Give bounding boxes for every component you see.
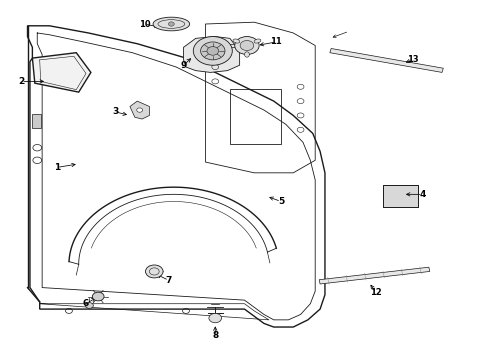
Circle shape bbox=[145, 265, 163, 278]
Text: 4: 4 bbox=[418, 190, 425, 199]
Text: 13: 13 bbox=[406, 55, 418, 64]
Circle shape bbox=[234, 37, 259, 54]
Circle shape bbox=[92, 292, 104, 301]
Circle shape bbox=[200, 42, 224, 60]
Text: 12: 12 bbox=[369, 288, 381, 297]
Circle shape bbox=[85, 303, 93, 309]
Ellipse shape bbox=[254, 39, 261, 43]
Polygon shape bbox=[183, 37, 239, 72]
Circle shape bbox=[137, 108, 142, 112]
Text: 2: 2 bbox=[18, 77, 24, 86]
Circle shape bbox=[193, 37, 232, 65]
Text: 10: 10 bbox=[139, 19, 150, 28]
Ellipse shape bbox=[244, 52, 249, 57]
Bar bbox=[383, 185, 417, 207]
Polygon shape bbox=[32, 53, 91, 92]
Circle shape bbox=[208, 314, 221, 323]
Text: 7: 7 bbox=[165, 276, 172, 285]
Text: 5: 5 bbox=[277, 197, 284, 206]
Text: 6: 6 bbox=[83, 299, 89, 308]
Text: 9: 9 bbox=[180, 61, 186, 70]
Polygon shape bbox=[32, 114, 41, 128]
Circle shape bbox=[240, 41, 253, 50]
Text: 11: 11 bbox=[270, 37, 282, 46]
Text: 1: 1 bbox=[54, 163, 60, 172]
Polygon shape bbox=[319, 267, 429, 284]
Polygon shape bbox=[130, 101, 149, 119]
Text: 3: 3 bbox=[112, 107, 118, 116]
Ellipse shape bbox=[232, 39, 239, 43]
Circle shape bbox=[168, 22, 174, 26]
Ellipse shape bbox=[153, 17, 189, 31]
Polygon shape bbox=[329, 49, 443, 72]
Bar bbox=[383, 185, 417, 207]
Circle shape bbox=[206, 46, 218, 55]
Text: 8: 8 bbox=[212, 332, 218, 341]
